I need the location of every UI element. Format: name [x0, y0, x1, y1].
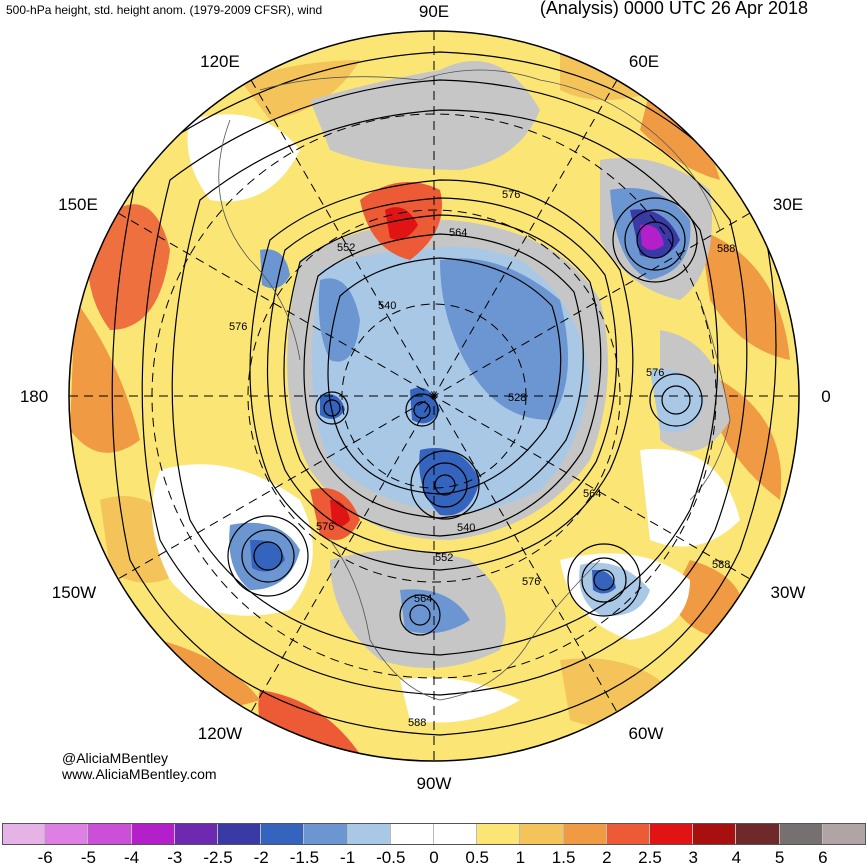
contour-label: 552: [337, 242, 355, 254]
contour-label: 576: [522, 576, 540, 588]
colorbar-swatch: [477, 823, 520, 845]
colorbar-tick-label: -2.5: [203, 848, 232, 868]
colorbar-swatch: [780, 823, 823, 845]
contour-label: 576: [316, 521, 334, 533]
lon-label-120w: 120W: [198, 724, 242, 743]
colorbar-tick-label: -5: [81, 848, 96, 868]
colorbar-tick-label: -1: [340, 848, 355, 868]
colorbar-swatch: [564, 823, 607, 845]
contour-label: 552: [435, 552, 453, 564]
colorbar-tick-label: 4: [732, 848, 741, 868]
colorbar: -6 -5 -4 -3 -2.5 -2 -1.5 -1 -0.5 0 0.5 1 1.5 2 2.5 3 4 5 6: [0, 823, 868, 865]
lon-label-180: 180: [20, 387, 48, 406]
colorbar-tick-label: -3: [167, 848, 182, 868]
colorbar-tick-label: 0.5: [465, 848, 489, 868]
colorbar-swatch: [45, 823, 88, 845]
lon-label-30w: 30W: [771, 583, 806, 602]
colorbar-tick-label: 0: [429, 848, 438, 868]
colorbar-swatch: [304, 823, 347, 845]
colorbar-swatch: [175, 823, 218, 845]
contour-label: 576: [502, 189, 520, 201]
lon-label-60e: 60E: [629, 52, 659, 71]
colorbar-tick-label: 5: [775, 848, 784, 868]
colorbar-swatch: [391, 823, 434, 845]
contour-label: 540: [457, 522, 475, 534]
colorbar-tick-label: 2.5: [638, 848, 662, 868]
contour-label: 564: [449, 227, 467, 239]
colorbar-tick-label: -0.5: [376, 848, 405, 868]
colorbar-swatch: [88, 823, 131, 845]
colorbar-swatch: [693, 823, 736, 845]
contour-label: 588: [717, 243, 735, 255]
contour-label: 588: [408, 717, 426, 729]
colorbar-swatch: [736, 823, 779, 845]
polar-map: 576 552 564 588 540 576 528 576 564 540 …: [0, 0, 868, 865]
colorbar-tick-label: -1.5: [290, 848, 319, 868]
colorbar-tick-label: 3: [688, 848, 697, 868]
contour-label: 528: [508, 392, 526, 404]
lon-label-60w: 60W: [629, 724, 664, 743]
colorbar-swatch: [607, 823, 650, 845]
colorbar-tick-label: 6: [818, 848, 827, 868]
colorbar-swatch: [132, 823, 175, 845]
author-handle: @AliciaMBentley: [62, 750, 168, 766]
colorbar-swatch: [2, 823, 45, 845]
colorbar-swatch: [434, 823, 477, 845]
lon-label-150e: 150E: [58, 195, 98, 214]
contour-label: 588: [712, 559, 730, 571]
author-website: www.AliciaMBentley.com: [62, 766, 217, 782]
lon-label-30e: 30E: [773, 195, 803, 214]
lon-label-150w: 150W: [52, 583, 96, 602]
lon-label-90w: 90W: [417, 774, 452, 793]
colorbar-tick-label: -4: [124, 848, 139, 868]
lon-label-90e: 90E: [419, 2, 449, 21]
colorbar-tick-label: -6: [38, 848, 53, 868]
colorbar-tick-label: 1.5: [552, 848, 576, 868]
lon-label-0: 0: [821, 387, 830, 406]
colorbar-tick-label: 2: [602, 848, 611, 868]
contour-label: 564: [414, 593, 432, 605]
colorbar-swatch: [650, 823, 693, 845]
contour-label: 540: [378, 300, 396, 312]
contour-label: 576: [646, 367, 664, 379]
colorbar-swatch: [218, 823, 261, 845]
contour-label: 564: [583, 488, 601, 500]
colorbar-swatch: [823, 823, 866, 845]
colorbar-swatch: [261, 823, 304, 845]
contour-label: 576: [229, 321, 247, 333]
lon-label-120e: 120E: [200, 52, 240, 71]
colorbar-swatch: [348, 823, 391, 845]
colorbar-swatch: [520, 823, 563, 845]
colorbar-tick-label: -2: [254, 848, 269, 868]
colorbar-tick-label: 1: [516, 848, 525, 868]
